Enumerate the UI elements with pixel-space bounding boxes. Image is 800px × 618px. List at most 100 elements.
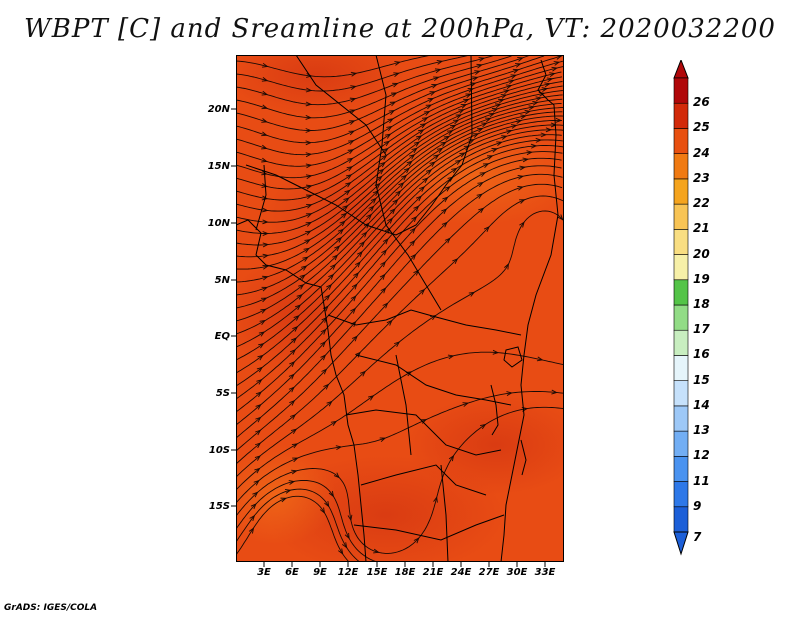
streamline-arrow xyxy=(382,302,389,309)
streamline-arrow xyxy=(367,395,375,401)
colorbar-segment xyxy=(673,430,689,457)
streamline xyxy=(236,115,564,309)
lon-label: 33E xyxy=(534,567,556,578)
streamline-arrow xyxy=(465,93,472,99)
streamline-arrow xyxy=(305,128,312,133)
streamline-arrow xyxy=(495,103,502,109)
streamline-arrow xyxy=(345,181,352,188)
streamline-arrow xyxy=(262,242,270,248)
streamline-arrow xyxy=(478,57,486,62)
streamline-arrow xyxy=(541,87,549,92)
streamline-arrow xyxy=(254,455,262,461)
streamline-arrow xyxy=(557,214,564,221)
streamline-arrow xyxy=(468,291,476,297)
streamline-arrow xyxy=(389,208,396,215)
streamline-arrow xyxy=(491,108,499,113)
streamline-arrow xyxy=(444,186,451,192)
lon-label: 24E xyxy=(450,567,472,578)
streamline-arrow xyxy=(321,316,328,323)
streamline-arrow xyxy=(446,130,454,136)
lat-label: 5S xyxy=(215,388,230,399)
colorbar-label: 21 xyxy=(693,221,710,236)
streamline-arrow xyxy=(255,416,262,423)
streamline-arrow xyxy=(528,105,536,111)
streamline-arrow xyxy=(291,469,298,475)
streamline-arrow xyxy=(254,442,262,449)
streamline-arrow xyxy=(415,195,423,202)
colorbar-segment xyxy=(673,128,689,154)
colorbar-segment xyxy=(673,329,689,356)
lat-label: 15S xyxy=(208,501,230,512)
colorbar-segment xyxy=(673,178,689,205)
streamline-arrow xyxy=(305,221,313,227)
streamline-arrow xyxy=(342,204,349,211)
border-line xyxy=(395,354,412,456)
streamline-arrow xyxy=(441,208,448,215)
streamline-arrow xyxy=(350,295,357,302)
streamline-arrow xyxy=(333,472,340,479)
streamline-arrow xyxy=(503,89,510,95)
streamline-arrow xyxy=(320,341,326,348)
colorbar-segment xyxy=(673,102,689,129)
streamline-arrow xyxy=(350,71,358,77)
streamline-arrow xyxy=(491,148,499,153)
streamline-arrow xyxy=(460,104,468,109)
streamline-arrow xyxy=(419,288,426,295)
colorbar-label: 11 xyxy=(693,473,710,488)
colorbar-label: 7 xyxy=(693,530,702,544)
border-line xyxy=(245,55,473,236)
streamline-arrow xyxy=(478,207,485,214)
chart-title: WBPT [C] and Sreamline at 200hPa, VT: 20… xyxy=(24,14,776,44)
streamline-arrow xyxy=(294,304,302,311)
lat-label: 20N xyxy=(207,104,230,115)
streamline-arrow xyxy=(257,354,264,361)
streamline-arrow xyxy=(413,205,420,212)
streamline-arrow xyxy=(261,77,269,82)
streamline-arrow xyxy=(386,319,393,326)
streamline xyxy=(236,102,562,270)
streamline-arrow xyxy=(440,141,447,147)
streamline-arrow xyxy=(259,319,266,326)
streamline-arrow xyxy=(506,129,513,135)
streamline-arrow xyxy=(459,152,466,158)
streamline-arrow xyxy=(462,402,470,407)
streamline-arrow xyxy=(425,104,433,110)
streamline-arrow xyxy=(436,147,444,153)
streamline xyxy=(236,55,512,119)
lon-label: 3E xyxy=(257,567,271,578)
coastline-west-africa xyxy=(236,219,367,562)
streamline-arrow xyxy=(305,230,312,236)
colorbar-label: 14 xyxy=(693,397,710,412)
streamline-arrow xyxy=(393,72,400,77)
colorbar-segment xyxy=(673,380,689,407)
streamline-arrow xyxy=(392,198,399,205)
streamline-arrow xyxy=(410,253,417,260)
streamline xyxy=(236,173,563,439)
streamline-arrow xyxy=(248,527,255,534)
lat-label: 5N xyxy=(214,275,230,286)
streamline xyxy=(236,55,545,144)
streamline-arrow xyxy=(288,480,296,485)
streamline-arrow xyxy=(384,227,391,234)
streamline-arrow xyxy=(479,172,487,177)
streamline-arrow xyxy=(536,356,544,362)
streamline-arrow xyxy=(433,154,440,160)
streamline-arrow xyxy=(347,149,355,155)
streamline-arrow xyxy=(353,272,360,279)
streamline-arrow xyxy=(334,245,341,252)
streamline-arrow xyxy=(409,227,416,234)
streamline-arrow xyxy=(289,361,296,368)
colorbar-label: 26 xyxy=(693,95,710,110)
streamline-arrow xyxy=(296,293,303,300)
streamline-arrow xyxy=(361,231,368,238)
streamline-arrow xyxy=(306,204,313,209)
streamline-arrow xyxy=(381,249,388,256)
streamline-arrow xyxy=(330,420,338,426)
streamline-arrow xyxy=(474,70,481,75)
border-line xyxy=(295,55,387,156)
streamline-arrow xyxy=(381,154,388,161)
streamline-arrow xyxy=(433,496,438,503)
streamline-arrow xyxy=(535,96,543,102)
streamline-arrow xyxy=(406,160,413,167)
streamline-arrow xyxy=(250,503,257,510)
